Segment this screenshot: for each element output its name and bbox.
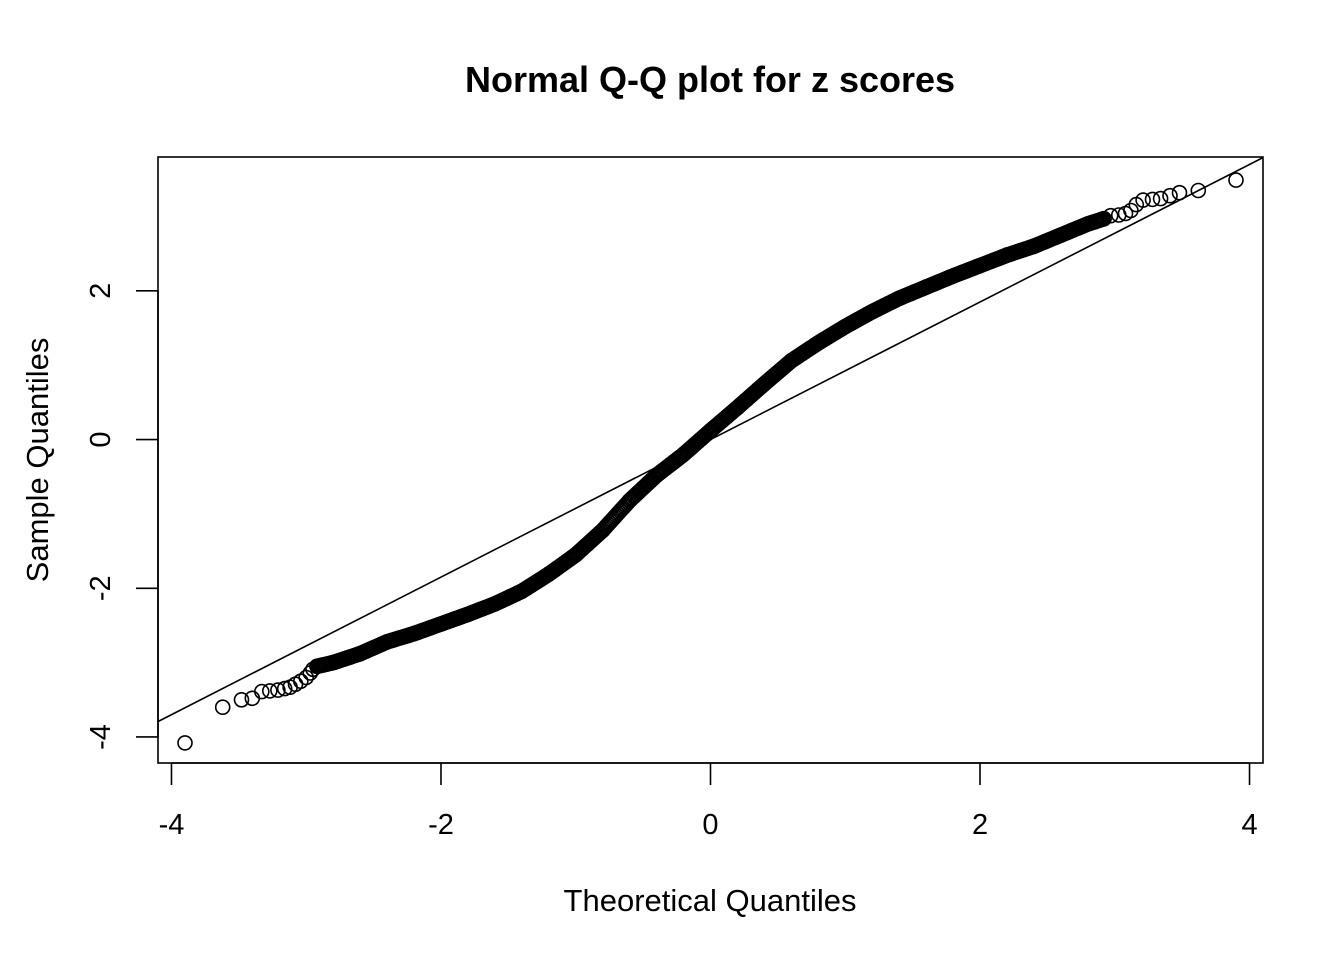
data-point [1135, 192, 1151, 208]
data-point [233, 691, 250, 708]
x-axis-label: Theoretical Quantiles [564, 883, 857, 918]
data-point [1152, 190, 1169, 207]
x-tick-label: 0 [702, 809, 718, 841]
data-point [1171, 184, 1188, 201]
y-axis-label: Sample Quantiles [20, 338, 55, 583]
data-point [261, 683, 278, 699]
data-point [1096, 210, 1112, 227]
x-tick-label: -4 [159, 809, 185, 841]
data-point [177, 735, 193, 751]
data-point [244, 690, 261, 707]
data-point [1228, 172, 1244, 188]
y-tick-label: 2 [85, 283, 117, 299]
y-tick-label: -2 [85, 575, 117, 601]
data-points [177, 172, 1244, 751]
x-axis: -4 -2 0 2 4 [159, 762, 1258, 841]
data-point [214, 699, 231, 716]
data-point [270, 682, 286, 698]
data-point [1190, 182, 1207, 199]
y-axis: -4 -2 0 2 [85, 283, 159, 750]
y-tick-label: -4 [85, 724, 117, 750]
data-point [1144, 191, 1161, 208]
y-tick-label: 0 [85, 431, 117, 447]
plot-area [157, 156, 1264, 764]
data-point [1162, 187, 1178, 204]
x-tick-label: 4 [1241, 809, 1257, 841]
x-tick-label: -2 [428, 809, 454, 841]
chart-title: Normal Q-Q plot for z scores [465, 59, 955, 100]
x-tick-label: 2 [972, 809, 988, 841]
data-point [253, 683, 270, 700]
data-point [1123, 202, 1139, 219]
